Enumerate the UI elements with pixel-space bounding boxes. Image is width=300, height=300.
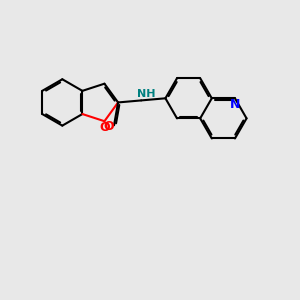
Text: NH: NH	[137, 89, 156, 99]
Text: N: N	[230, 98, 240, 111]
Text: O: O	[103, 120, 114, 133]
Text: O: O	[100, 121, 110, 134]
